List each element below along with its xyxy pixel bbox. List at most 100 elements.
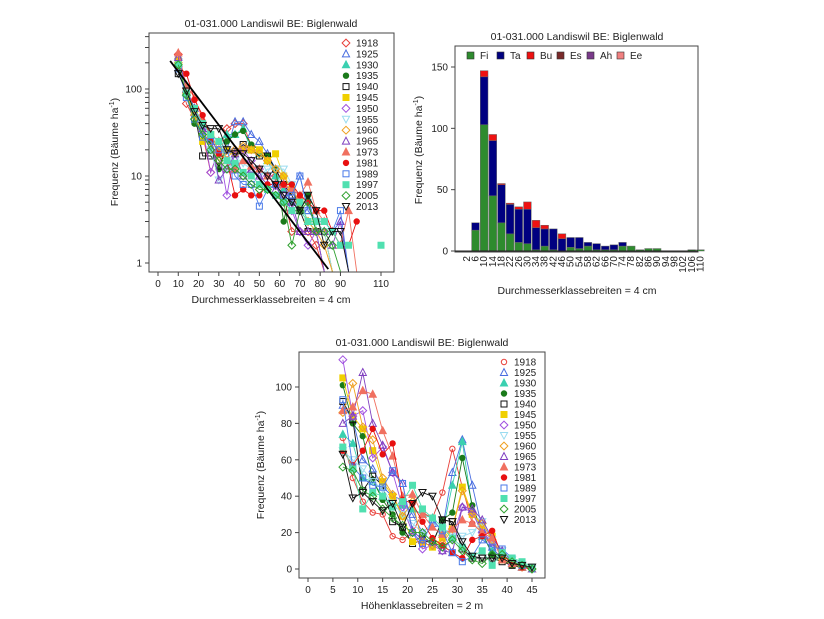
- data-point: [359, 505, 367, 513]
- legend-marker-1945: [342, 94, 350, 101]
- legend-marker-1981: [500, 474, 508, 481]
- legend-marker-2005: [499, 504, 509, 514]
- data-point: [319, 226, 329, 237]
- series-2013: [173, 70, 350, 272]
- legend-label-Ah: Ah: [600, 51, 612, 62]
- bar-Bu-22: [506, 202, 515, 205]
- data-point: [418, 489, 427, 498]
- x-tick-label: 14: [488, 256, 499, 268]
- data-point: [457, 436, 467, 446]
- data-point: [377, 241, 385, 249]
- bar-Bu-34: [531, 220, 541, 228]
- bar-Fi-18: [497, 222, 506, 252]
- legend-label-1918: 1918: [514, 358, 537, 369]
- x-tick-label: 110: [695, 256, 706, 272]
- x-tick-label: 22: [505, 256, 516, 268]
- legend-marker-1950: [499, 420, 509, 430]
- chart1-x-axis: 0 10 20 30 40 50 60 70 80 90 110: [155, 272, 389, 290]
- bar-Bu-18: [497, 183, 506, 186]
- data-point: [517, 561, 527, 571]
- bar-Bu-10: [480, 70, 489, 78]
- data-point: [270, 164, 281, 174]
- data-point: [246, 157, 256, 166]
- x-tick-label: 2: [462, 256, 473, 262]
- data-point: [457, 502, 467, 512]
- data-point: [288, 181, 295, 188]
- data-point: [359, 447, 366, 454]
- bar-Bu-38: [540, 224, 549, 230]
- data-point: [467, 509, 477, 520]
- data-point: [303, 177, 313, 186]
- data-point: [339, 374, 347, 382]
- x-tick-label: 30: [452, 585, 464, 596]
- data-point: [389, 518, 397, 526]
- data-point: [223, 138, 231, 145]
- chart3-plot-frame: [298, 351, 546, 579]
- data-point: [368, 435, 378, 445]
- legend-label-Ta: Ta: [510, 51, 521, 62]
- data-point: [438, 523, 446, 531]
- data-point: [287, 240, 297, 250]
- data-point: [388, 467, 398, 477]
- data-point: [459, 454, 466, 462]
- chart1-series: [173, 47, 385, 272]
- data-point: [349, 465, 357, 473]
- legend-swatch-Es: [556, 51, 565, 60]
- x-tick-label: 25: [427, 585, 439, 596]
- data-point: [206, 146, 216, 155]
- data-point: [246, 145, 256, 155]
- data-point: [467, 480, 477, 489]
- data-point: [478, 547, 486, 555]
- x-tick-label: 66: [600, 256, 611, 268]
- x-tick-label: 0: [305, 585, 311, 596]
- bar-Ta-70: [609, 244, 618, 251]
- data-point: [497, 554, 507, 563]
- data-point: [230, 116, 240, 126]
- legend-label-1997: 1997: [514, 494, 537, 505]
- y-tick-label: 40: [281, 492, 293, 503]
- data-point: [348, 411, 358, 421]
- y-tick-label: 20: [281, 528, 293, 539]
- bar-Ta-42: [549, 228, 558, 251]
- legend-label-1925: 1925: [356, 49, 379, 60]
- legend-marker-1925: [341, 48, 351, 58]
- data-point: [197, 129, 208, 140]
- data-point: [358, 489, 368, 498]
- bar-Ta-58: [583, 242, 593, 247]
- data-point: [287, 198, 297, 207]
- legend-label-2013: 2013: [356, 202, 379, 213]
- data-point: [198, 122, 208, 131]
- data-point: [304, 207, 312, 215]
- data-point: [427, 537, 438, 547]
- data-point: [296, 172, 304, 180]
- legend-marker-1965: [499, 451, 509, 460]
- x-tick-label: 50: [254, 279, 266, 290]
- x-tick-label: 90: [652, 256, 663, 268]
- data-point: [368, 453, 378, 463]
- data-point: [348, 411, 358, 420]
- data-point: [231, 159, 239, 167]
- bar-Fi-110: [696, 249, 705, 252]
- data-point: [263, 172, 272, 181]
- data-point: [288, 207, 296, 215]
- data-point: [437, 546, 448, 556]
- legend-label-1989: 1989: [514, 484, 537, 495]
- bar-Ta-6: [471, 222, 480, 231]
- data-point: [254, 184, 264, 195]
- legend-label-1997: 1997: [356, 180, 379, 191]
- legend-label-Ee: Ee: [630, 51, 643, 62]
- legend-marker-1981: [342, 159, 350, 167]
- legend-swatch-Ah: [586, 51, 595, 60]
- legend-marker-2013: [499, 516, 509, 525]
- data-point: [358, 385, 368, 395]
- data-point: [378, 485, 388, 494]
- legend-label-1989: 1989: [356, 169, 379, 180]
- legend-label-Fi: Fi: [480, 51, 488, 62]
- data-point: [222, 146, 232, 155]
- data-point: [379, 451, 386, 458]
- bar-Ta-62: [592, 243, 601, 251]
- data-point: [295, 207, 305, 216]
- data-point: [191, 96, 198, 104]
- data-point: [487, 554, 497, 563]
- bar-Fi-74: [618, 245, 627, 252]
